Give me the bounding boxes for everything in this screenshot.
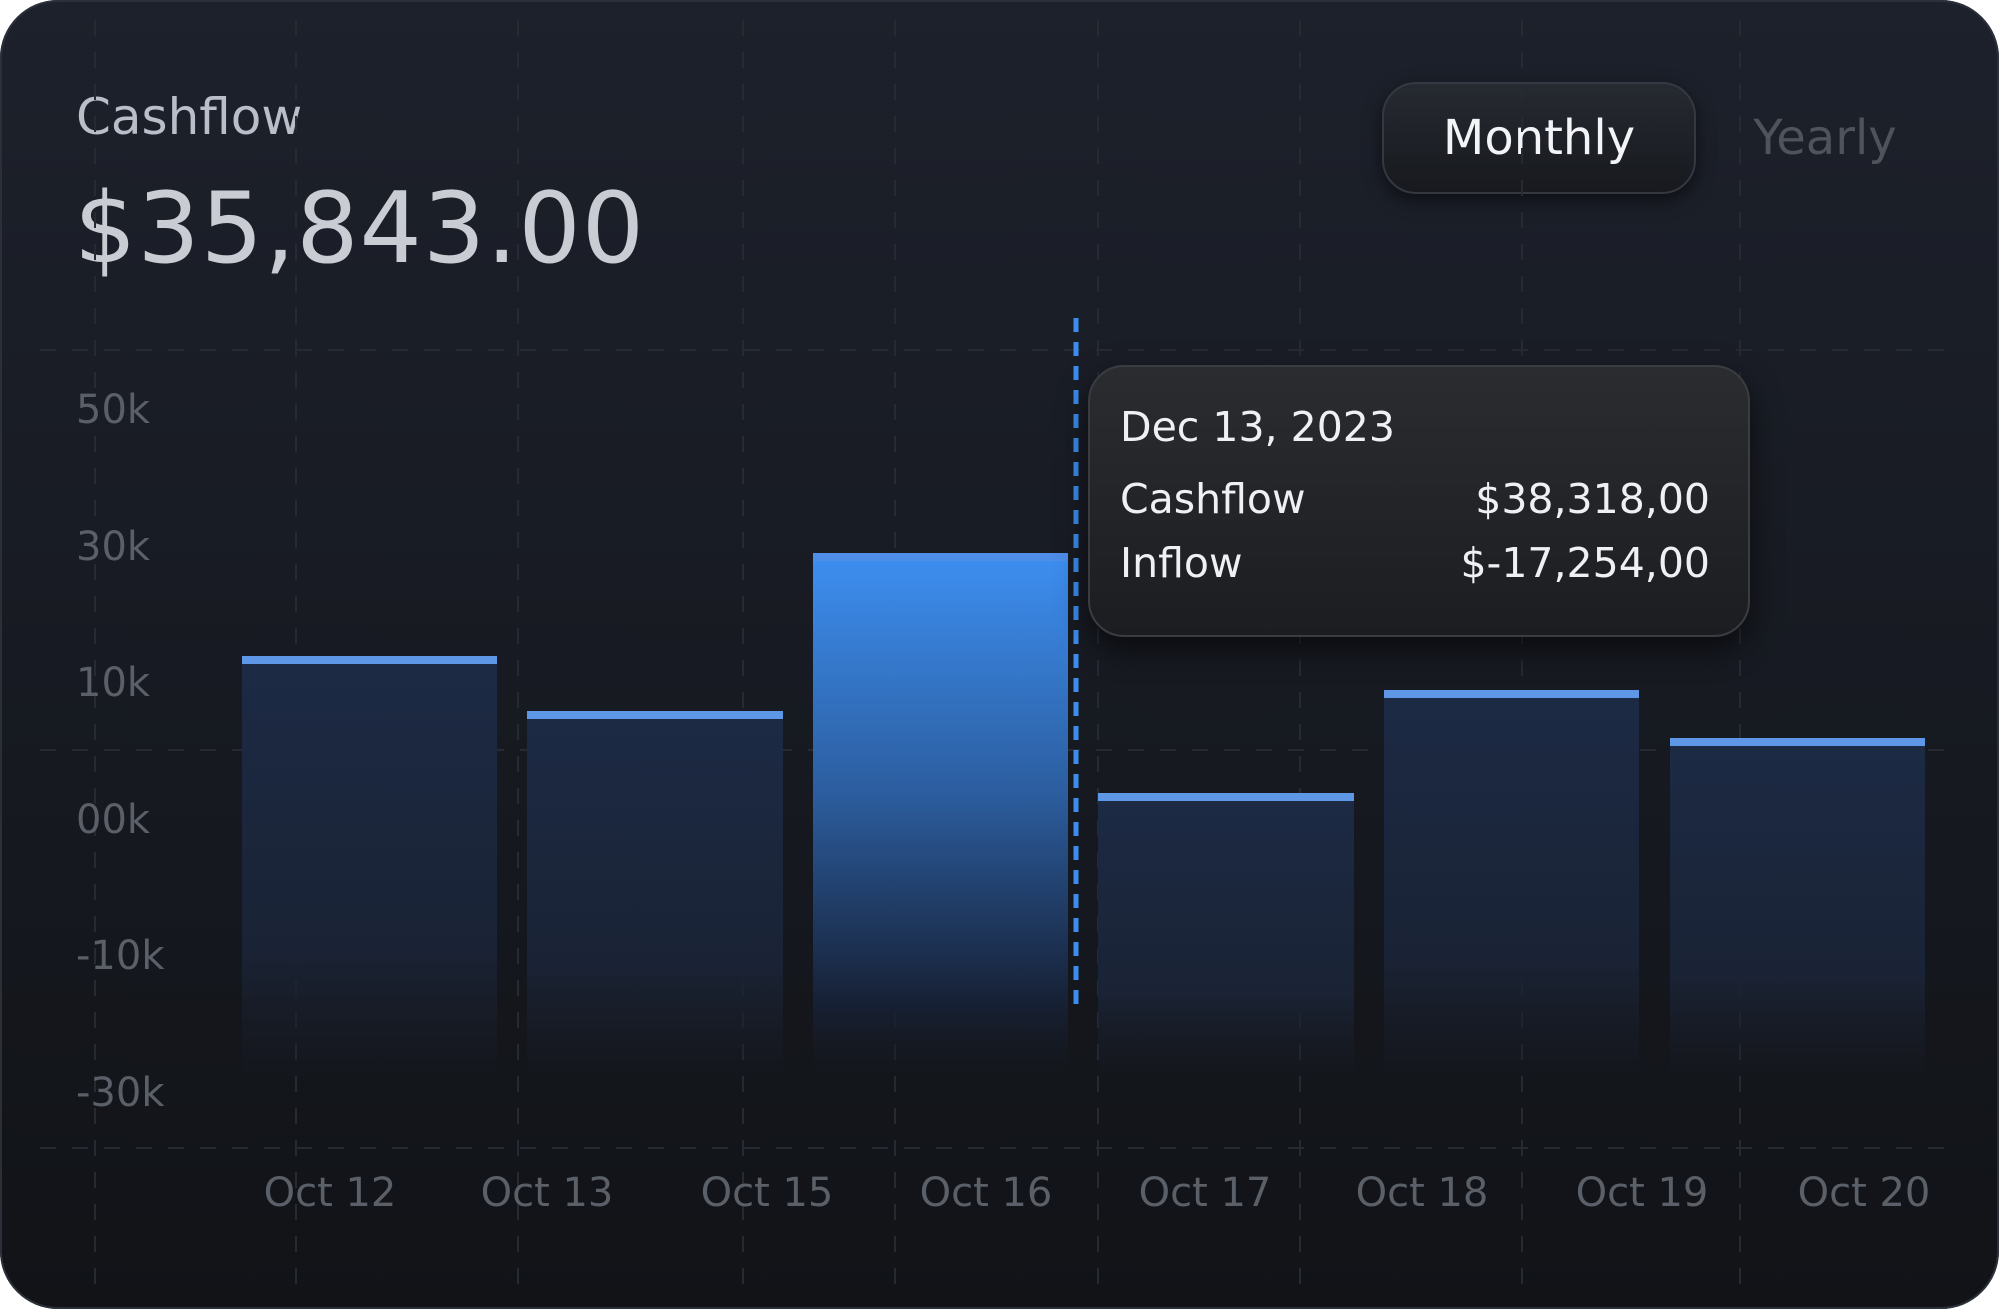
bar-cap	[1384, 690, 1639, 698]
tooltip-row-cashflow: Cashflow $38,318,00	[1120, 475, 1710, 523]
x-tick-label: Oct 12	[264, 1170, 397, 1216]
tooltip-inflow-value: $-17,254,00	[1460, 539, 1710, 587]
bar-cap	[527, 711, 783, 719]
tooltip-date: Dec 13, 2023	[1120, 403, 1395, 451]
x-tick-label: Oct 15	[701, 1170, 834, 1216]
bar-oct-13	[527, 715, 783, 1075]
bar-cap	[242, 656, 497, 664]
x-tick-label: Oct 16	[920, 1170, 1053, 1216]
card-title: Cashflow	[76, 88, 303, 146]
cashflow-amount: $35,843.00	[74, 172, 646, 286]
bar-cap	[1098, 793, 1354, 801]
y-tick-label: 10k	[76, 660, 151, 706]
tooltip-cashflow-label: Cashflow	[1120, 475, 1306, 523]
y-tick-label: 30k	[76, 524, 151, 570]
bar-oct-19	[1670, 742, 1925, 1075]
monthly-toggle-button[interactable]: Monthly	[1382, 82, 1696, 194]
bar-cap	[1670, 738, 1925, 746]
tooltip-inflow-label: Inflow	[1120, 539, 1243, 587]
bar-oct-18	[1384, 694, 1639, 1075]
bar-oct-12	[242, 660, 497, 1075]
bar-oct-17	[1098, 797, 1354, 1075]
tooltip-row-inflow: Inflow $-17,254,00	[1120, 539, 1710, 587]
chart-tooltip: Dec 13, 2023 Cashflow $38,318,00 Inflow …	[1088, 365, 1750, 637]
y-tick-label: -10k	[76, 933, 165, 979]
x-tick-label: Oct 20	[1798, 1170, 1931, 1216]
x-tick-label: Oct 18	[1356, 1170, 1489, 1216]
x-tick-label: Oct 17	[1139, 1170, 1272, 1216]
x-tick-label: Oct 19	[1576, 1170, 1709, 1216]
yearly-toggle-button[interactable]: Yearly	[1753, 110, 1897, 166]
y-tick-label: 00k	[76, 797, 151, 843]
x-tick-label: Oct 13	[481, 1170, 614, 1216]
bar-cap	[813, 553, 1068, 561]
bar-oct-16	[813, 557, 1068, 1075]
y-tick-label: 50k	[76, 387, 151, 433]
tooltip-cashflow-value: $38,318,00	[1475, 475, 1710, 523]
y-tick-label: -30k	[76, 1070, 165, 1116]
